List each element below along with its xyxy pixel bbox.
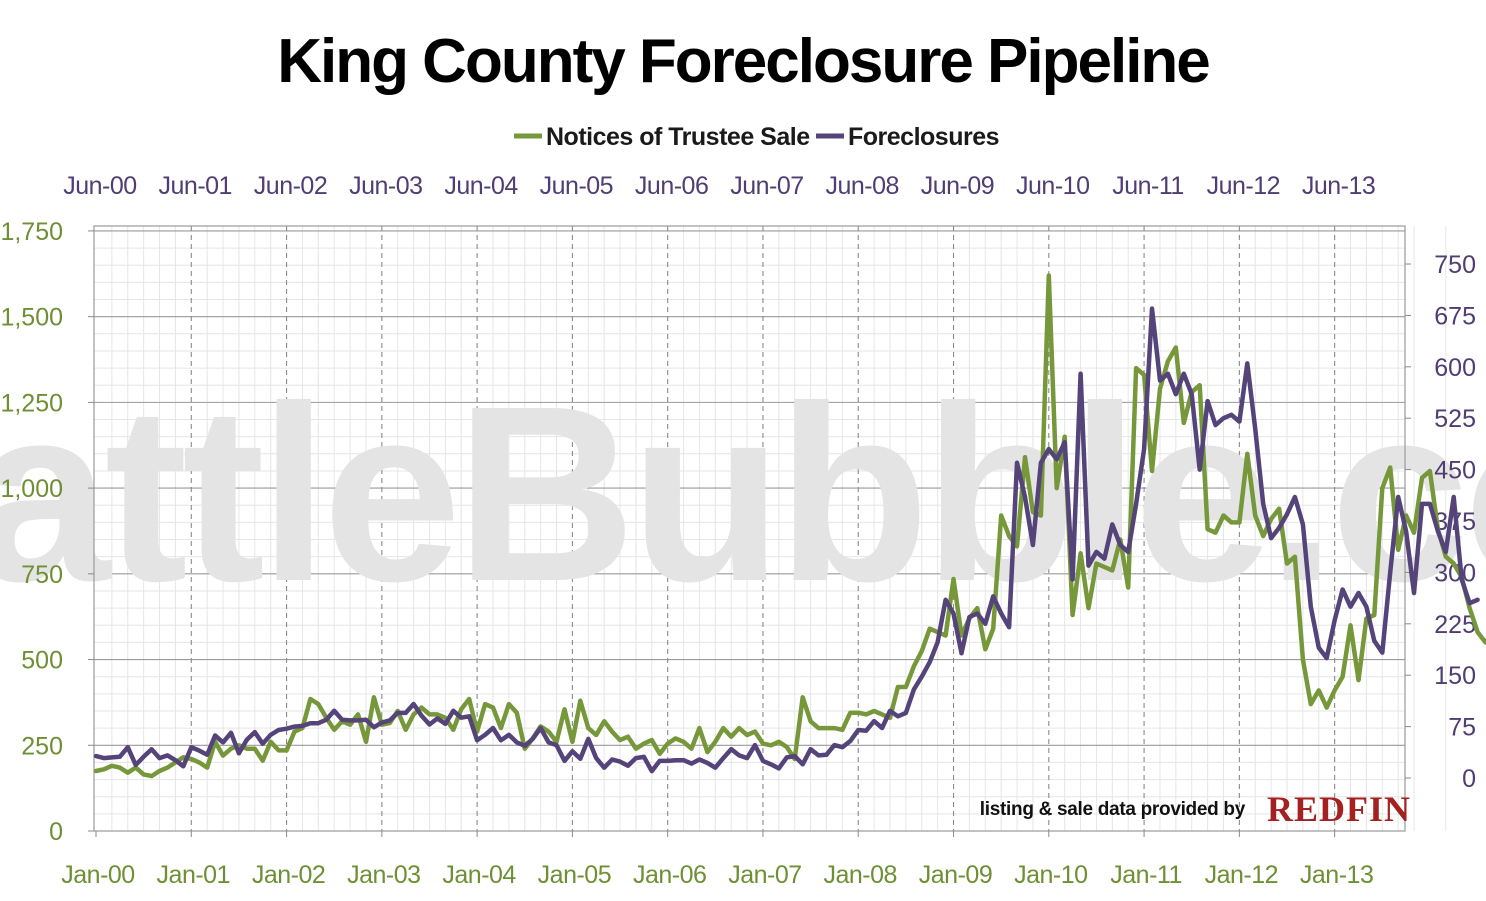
redfin-logo: REDFIN [1267,789,1411,829]
left-tick-label: 500 [21,647,63,675]
top-tick-label: Jun-09 [921,172,994,200]
major-grid [94,226,1405,831]
bottom-tick-label: Jan-10 [1014,861,1087,889]
right-tick-label: 450 [1434,457,1476,485]
left-tick-label: 250 [21,732,63,760]
left-tick-label: 1,750 [0,218,63,246]
bottom-tick-label: Jan-01 [157,861,230,889]
right-tick-label: 675 [1434,302,1476,330]
legend: Notices of Trustee Sale Foreclosures [514,123,1000,151]
bottom-tick-label: Jan-12 [1205,861,1278,889]
top-tick-label: Jun-03 [349,172,422,200]
bottom-tick-label: Jan-13 [1300,861,1373,889]
left-tick-label: 1,500 [0,304,63,332]
top-tick-label: Jun-10 [1016,172,1089,200]
watermark: SeattleBubble.com [0,354,1486,633]
top-tick-label: Jun-05 [540,172,613,200]
bottom-tick-label: Jan-00 [61,861,134,889]
top-tick-label: Jun-06 [635,172,708,200]
top-tick-label: Jun-07 [730,172,803,200]
bottom-tick-label: Jan-08 [824,861,897,889]
bottom-tick-label: Jan-04 [442,861,516,889]
bottom-tick-label: Jan-05 [538,861,611,889]
bottom-tick-label: Jan-11 [1110,861,1182,889]
left-tick-label: 0 [49,818,63,846]
top-axis: Jun-00 Jun-01 Jun-02 Jun-03 Jun-04 Jun-05 Jun-… [63,172,1376,200]
top-tick-label: Jun-11 [1112,172,1184,200]
bottom-tick-label: Jan-03 [347,861,420,889]
left-tick-label: 1,000 [0,475,63,503]
top-tick-label: Jun-04 [444,172,518,200]
top-tick-label: Jun-13 [1302,172,1375,200]
top-tick-label: Jun-00 [63,172,136,200]
series-line-foreclosures [93,306,1480,774]
top-tick-label: Jun-02 [254,172,327,200]
right-tick-label: 600 [1434,354,1476,382]
right-tick-label: 225 [1434,611,1476,639]
right-tick-label: 525 [1434,405,1476,433]
right-tick-label: 750 [1434,251,1476,279]
left-tick-label: 1,250 [0,389,63,417]
bottom-axis: Jan-00 Jan-01 Jan-02 Jan-03 Jan-04 Jan-05 Jan-… [61,831,1374,889]
left-tick-label: 750 [21,561,63,589]
right-tick-label: 75 [1448,714,1476,742]
right-tick-label: 150 [1434,662,1476,690]
bottom-tick-label: Jan-07 [728,861,801,889]
bottom-tick-label: Jan-06 [633,861,706,889]
left-axis: 0 250 500 750 1,000 1,250 1,500 1,750 [0,218,94,846]
right-tick-label: 0 [1462,765,1476,793]
top-tick-label: Jun-01 [159,172,232,200]
chart-title: King County Foreclosure Pipeline [277,27,1209,96]
legend-label-foreclosures: Foreclosures [848,123,999,151]
minor-grid [94,226,1447,831]
bottom-tick-label: Jan-09 [919,861,992,889]
legend-label-nts: Notices of Trustee Sale [546,123,810,151]
series-layer [93,273,1486,779]
data-credit: listing & sale data provided by [980,799,1246,820]
bottom-tick-label: Jan-02 [252,861,325,889]
top-tick-label: Jun-08 [825,172,898,200]
plot-area [94,226,1405,831]
top-tick-label: Jun-12 [1207,172,1280,200]
